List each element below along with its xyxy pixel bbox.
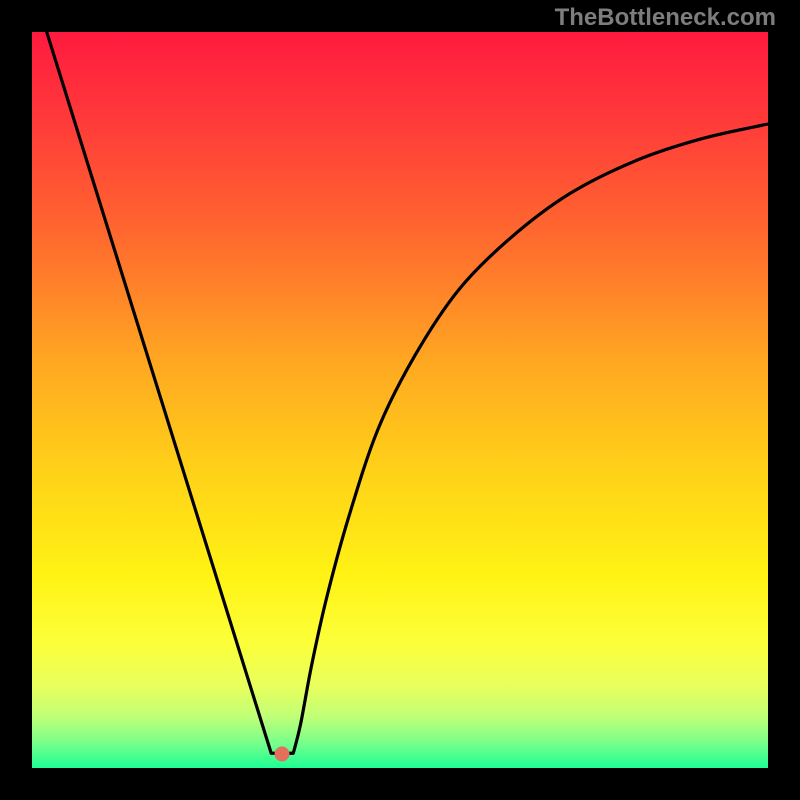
watermark: TheBottleneck.com	[555, 4, 776, 32]
curve-svg	[32, 32, 768, 768]
bottleneck-curve	[47, 32, 768, 753]
chart-wrapper: TheBottleneck.com	[0, 0, 800, 800]
optimum-marker	[275, 747, 290, 762]
